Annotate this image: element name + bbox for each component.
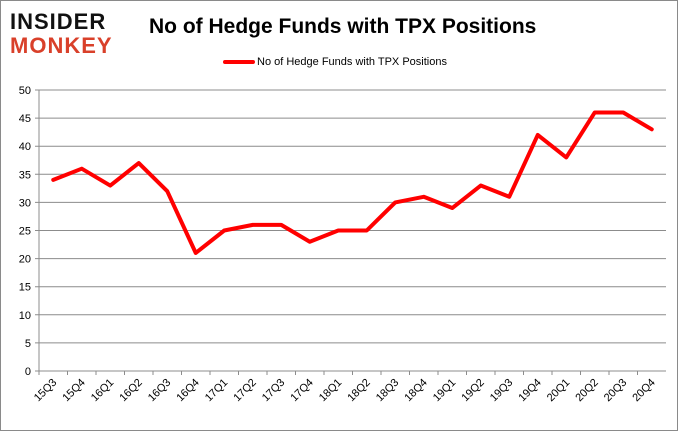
y-tick-label: 30 [19, 197, 31, 209]
data-point [137, 161, 141, 165]
x-tick-label: 20Q3 [602, 377, 630, 405]
x-tick-label: 18Q4 [402, 377, 430, 405]
data-point [308, 240, 312, 244]
logo-line1: INSIDER [10, 9, 107, 34]
data-point [650, 127, 654, 131]
insider-monkey-logo: INSIDER MONKEY [10, 9, 128, 58]
data-point [165, 189, 169, 193]
x-tick-label: 17Q1 [203, 377, 231, 405]
data-point [564, 155, 568, 159]
data-point [393, 200, 397, 204]
chart-title: No of Hedge Funds with TPX Positions [149, 15, 537, 38]
x-tick-label: 19Q1 [431, 377, 459, 405]
data-point [479, 184, 483, 188]
x-tick-label: 17Q4 [288, 377, 316, 405]
x-tick-label: 18Q1 [317, 377, 345, 405]
legend: No of Hedge Funds with TPX Positions [223, 56, 447, 68]
series-line [51, 110, 654, 255]
x-tick-label: 15Q4 [60, 377, 88, 405]
legend-swatch [223, 60, 255, 64]
y-tick-label: 40 [19, 141, 31, 153]
data-point [536, 133, 540, 137]
y-tick-label: 35 [19, 169, 31, 181]
x-tick-label: 20Q1 [545, 377, 573, 405]
data-point [507, 195, 511, 199]
y-tick-label: 5 [25, 338, 31, 350]
y-tick-label: 0 [25, 366, 31, 378]
data-point [365, 229, 369, 232]
logo-line2: MONKEY [10, 33, 113, 58]
x-tick-label: 20Q2 [573, 377, 601, 405]
data-point [593, 110, 597, 114]
data-point [279, 223, 283, 227]
data-point [336, 229, 340, 232]
x-tick-label: 18Q2 [345, 377, 373, 405]
data-point [621, 110, 625, 114]
x-tick-label: 19Q4 [516, 377, 544, 405]
x-tick-label: 19Q2 [459, 377, 487, 405]
x-tick-label: 20Q4 [630, 377, 658, 405]
x-tick-label: 16Q4 [174, 377, 202, 405]
x-tick-label: 16Q2 [117, 377, 145, 405]
data-point [251, 223, 255, 227]
y-tick-label: 25 [19, 226, 31, 238]
y-tick-label: 10 [19, 310, 31, 322]
y-tick-label: 45 [19, 113, 31, 125]
data-point [108, 184, 112, 188]
x-tick-label: 17Q2 [231, 377, 259, 405]
data-point [80, 167, 84, 171]
legend-label: No of Hedge Funds with TPX Positions [257, 56, 447, 68]
data-point [51, 178, 55, 182]
x-tick-label: 16Q3 [146, 377, 174, 405]
y-tick-label: 50 [19, 85, 31, 97]
x-tick-label: 18Q3 [374, 377, 402, 405]
x-tick-label: 15Q3 [32, 377, 60, 405]
data-point [194, 251, 198, 255]
y-tick-label: 15 [19, 282, 31, 294]
data-point [422, 195, 426, 199]
x-tick-label: 17Q3 [260, 377, 288, 405]
data-point [450, 206, 454, 210]
data-point [222, 229, 226, 232]
y-tick-label: 20 [19, 254, 31, 266]
x-tick-label: 19Q3 [488, 377, 516, 405]
x-tick-label: 16Q1 [89, 377, 117, 405]
